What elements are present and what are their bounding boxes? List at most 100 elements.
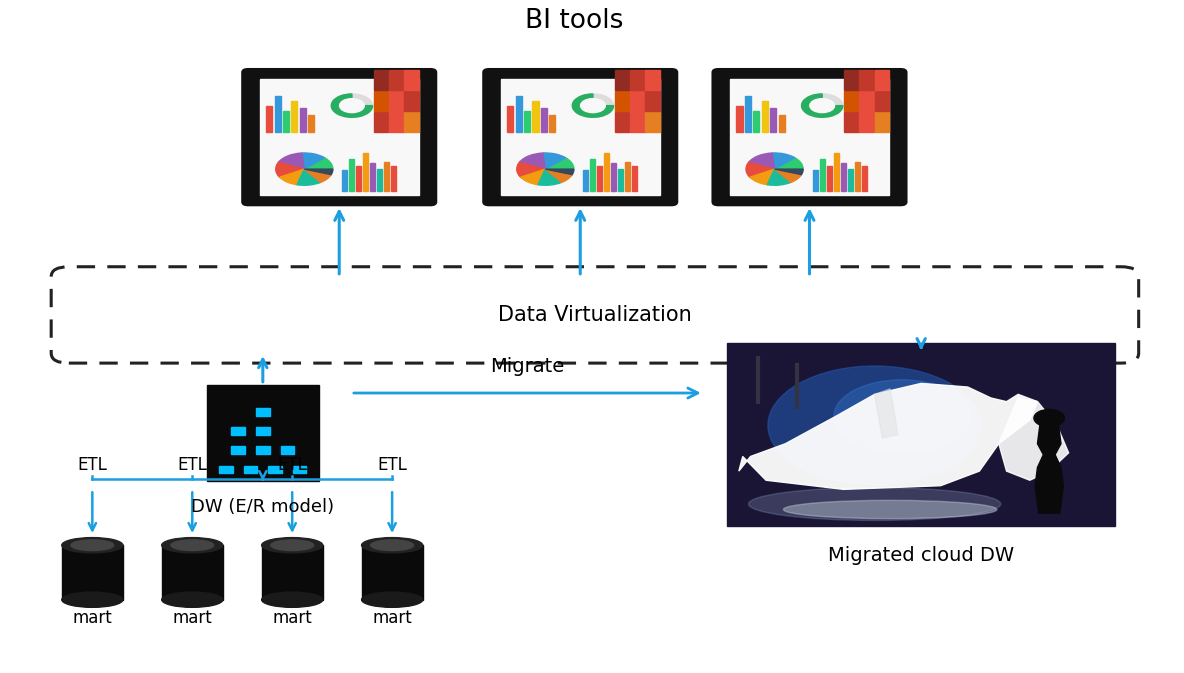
Bar [645,91,659,112]
Bar [632,166,637,190]
Bar [533,101,539,133]
Bar [630,70,644,90]
Bar [266,106,272,133]
Wedge shape [546,169,574,175]
Ellipse shape [768,366,982,485]
Bar [860,112,874,133]
Wedge shape [332,94,373,117]
Ellipse shape [361,538,423,553]
Bar [404,91,419,112]
FancyBboxPatch shape [713,69,907,205]
Bar [404,70,419,90]
Wedge shape [774,169,803,175]
Text: ETL: ETL [77,456,108,474]
Bar [374,91,388,112]
Bar [378,168,382,190]
Text: ETL: ETL [378,456,407,474]
Bar [308,115,314,133]
Wedge shape [538,169,561,185]
Wedge shape [748,153,774,169]
Bar [516,96,522,133]
Wedge shape [772,153,794,169]
Ellipse shape [62,592,123,607]
Bar [848,168,852,190]
Bar [860,70,874,90]
Bar [374,70,388,90]
Bar [269,466,282,473]
Wedge shape [521,169,546,184]
Bar [875,70,889,90]
Bar [262,545,323,600]
Wedge shape [546,157,574,169]
Bar [731,79,889,195]
Wedge shape [749,169,774,184]
Bar [390,91,404,112]
Bar [779,115,785,133]
Bar [507,106,514,133]
Polygon shape [739,384,1037,489]
Wedge shape [774,157,803,169]
Bar [390,112,404,133]
Bar [342,170,347,190]
Bar [385,162,390,190]
Wedge shape [276,162,304,177]
FancyBboxPatch shape [483,69,677,205]
Bar [761,101,767,133]
Bar [855,162,860,190]
Bar [283,110,289,133]
Ellipse shape [62,538,123,553]
Bar [860,91,874,112]
Bar [616,91,630,112]
Wedge shape [304,169,333,175]
Bar [361,545,423,600]
Bar [390,70,404,90]
Bar [834,153,838,190]
Ellipse shape [170,540,213,551]
Bar [616,112,630,133]
Wedge shape [279,169,304,184]
Wedge shape [302,153,324,169]
Wedge shape [774,169,802,182]
Bar [231,427,245,435]
Bar [256,446,270,454]
Ellipse shape [802,94,843,117]
Bar [598,166,603,190]
Bar [219,466,233,473]
Bar [826,166,831,190]
Bar [281,446,294,454]
Ellipse shape [71,540,114,551]
Circle shape [580,99,605,112]
Bar [770,108,777,133]
Bar [604,153,610,190]
Ellipse shape [262,538,323,553]
Polygon shape [875,389,897,438]
Bar [356,166,361,190]
Bar [256,408,270,415]
Wedge shape [802,94,843,117]
Wedge shape [304,157,333,169]
Bar [812,170,818,190]
Wedge shape [572,94,613,117]
Bar [525,110,530,133]
FancyBboxPatch shape [243,69,436,205]
Text: mart: mart [372,609,412,627]
Bar [259,79,419,195]
Bar [244,466,257,473]
Polygon shape [999,398,1069,481]
Text: mart: mart [272,609,313,627]
Bar [501,79,659,195]
Ellipse shape [162,538,223,553]
Ellipse shape [748,487,1000,520]
Bar [207,385,318,481]
Bar [630,112,644,133]
Bar [391,166,397,190]
Text: mart: mart [173,609,212,627]
Wedge shape [746,162,774,177]
Bar [645,70,659,90]
Circle shape [1034,409,1064,427]
Bar [875,91,889,112]
Wedge shape [516,162,546,177]
Bar [645,112,659,133]
Ellipse shape [361,592,423,607]
Bar [862,166,867,190]
